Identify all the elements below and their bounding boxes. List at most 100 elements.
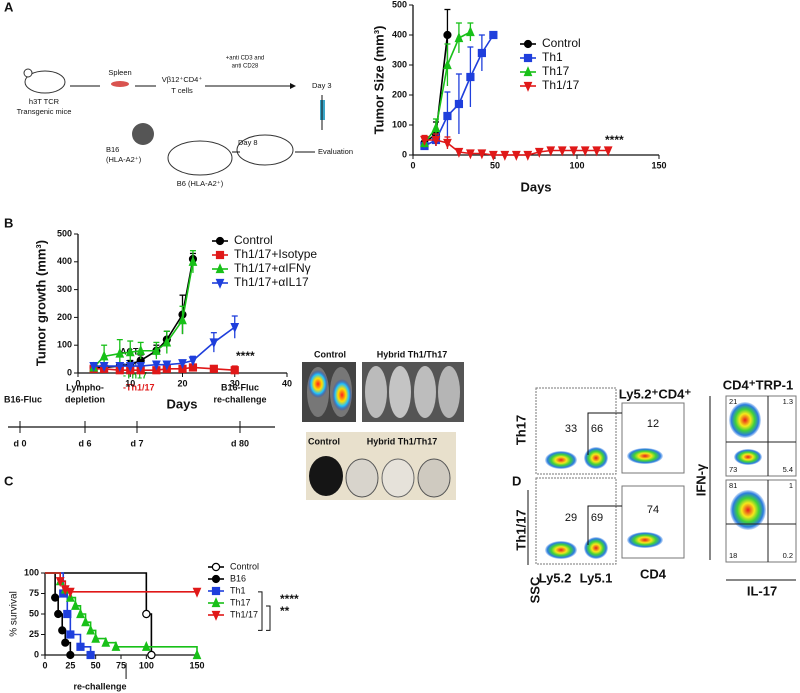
marker	[466, 72, 475, 82]
significance-bracket	[258, 591, 263, 631]
gate-value: 74	[647, 504, 659, 516]
marker	[431, 122, 441, 133]
gate-value: 66	[591, 423, 603, 435]
mouse-image	[365, 366, 387, 418]
population	[627, 532, 663, 548]
axis-label: CD4	[640, 566, 667, 581]
timeline-day: d 0	[13, 438, 26, 448]
y-axis-label: Tumor Size (mm³)	[371, 26, 386, 135]
gate-value: 69	[591, 512, 603, 524]
legend-label: Th17	[542, 64, 570, 78]
marker	[86, 624, 95, 635]
population	[584, 537, 608, 559]
marker	[61, 638, 70, 647]
label: Day 8	[238, 138, 258, 147]
images-c: Control Hybrid Th1/Th17 Control Hybrid T…	[302, 349, 464, 500]
timeline-day: d 7	[130, 438, 143, 448]
legend-label: Control	[234, 233, 273, 247]
marker	[215, 250, 225, 260]
marker	[63, 609, 72, 619]
gate-value: 33	[565, 423, 577, 435]
x-tick-label: 30	[230, 378, 240, 388]
x-tick-label: 100	[139, 660, 154, 670]
image-caption: Control	[314, 349, 346, 359]
legend-label: B16	[230, 573, 246, 583]
marker	[466, 26, 475, 37]
marker	[523, 66, 533, 77]
marker	[162, 336, 172, 347]
y-tick-label: 500	[57, 228, 72, 238]
marker	[230, 366, 239, 375]
legend-label: Th17	[230, 597, 251, 607]
spleen-icon	[111, 81, 129, 87]
x-tick-label: 75	[116, 660, 126, 670]
label: Vβ12⁺CD4⁺	[162, 75, 203, 84]
mouse-icon	[167, 140, 233, 176]
y-tick-label: 100	[392, 119, 407, 129]
x-tick-label: 0	[410, 160, 415, 170]
axis-label: Ly5.2	[539, 570, 572, 585]
x-axis-label: re-challenge	[73, 681, 126, 691]
marker	[142, 609, 151, 619]
marker	[420, 135, 429, 146]
marker	[152, 360, 161, 371]
y-tick-label: 300	[57, 284, 72, 294]
mouse-photo	[381, 458, 415, 498]
gate-arrow	[587, 412, 622, 455]
population	[545, 541, 577, 559]
marker	[211, 574, 221, 584]
legend-label: Th1	[230, 585, 246, 595]
gate-value: 12	[647, 418, 659, 430]
marker	[534, 147, 544, 158]
y-tick-label: 200	[57, 312, 72, 322]
y-axis-label: Tumor growth (mm³)	[33, 240, 48, 366]
legend-label: Th1/17+Isotype	[234, 247, 317, 261]
mouse-photo	[345, 458, 379, 498]
x-tick-label: 150	[651, 160, 666, 170]
label: Spleen	[108, 68, 131, 77]
marker	[178, 359, 187, 370]
x-tick-label: 100	[569, 160, 584, 170]
marker	[230, 323, 240, 333]
marker	[54, 609, 63, 619]
legend-label: Control	[230, 561, 259, 571]
label: +anti CD3 and	[226, 56, 265, 62]
x-tick-label: 20	[177, 378, 187, 388]
marker	[76, 642, 85, 651]
legend-label: Th1/17	[542, 78, 580, 92]
schematic-a: h3T TCR Transgenic mice Spleen Vβ12⁺CD4⁺…	[17, 56, 353, 188]
marker	[603, 146, 613, 157]
marker	[443, 111, 452, 121]
mouse-image	[438, 366, 460, 418]
marker	[188, 356, 198, 367]
signal	[308, 370, 328, 398]
quadrant-value: 81	[729, 481, 737, 490]
axis-label: SSC	[527, 576, 542, 603]
row-label: Th17	[513, 415, 528, 445]
population	[627, 448, 663, 464]
marker	[454, 99, 464, 109]
x-tick-label: 25	[65, 660, 75, 670]
y-tick-label: 25	[29, 629, 39, 639]
marker	[125, 361, 135, 372]
axis-label: IL-17	[747, 583, 777, 598]
marker	[580, 146, 590, 157]
population	[545, 451, 577, 469]
x-tick-label: 40	[282, 378, 292, 388]
y-axis-label: % survival	[9, 591, 20, 637]
marker	[136, 361, 146, 372]
gate-title: CD4⁺TRP-1	[723, 377, 793, 392]
marker	[477, 149, 487, 160]
mouse-ear	[23, 68, 33, 78]
marker	[215, 236, 225, 246]
flow-d: Th17 Th1/17 SSC Ly5.2 Ly5.1 Ly5.2⁺CD4⁺ C…	[513, 377, 797, 603]
marker	[454, 147, 464, 158]
x-tick-label: 0	[75, 378, 80, 388]
marker	[136, 344, 146, 355]
y-tick-label: 75	[29, 588, 39, 598]
marker	[546, 146, 556, 157]
marker	[557, 146, 567, 157]
timeline-label: Lympho-	[66, 382, 104, 392]
label: (HLA-A2⁺)	[106, 155, 142, 164]
